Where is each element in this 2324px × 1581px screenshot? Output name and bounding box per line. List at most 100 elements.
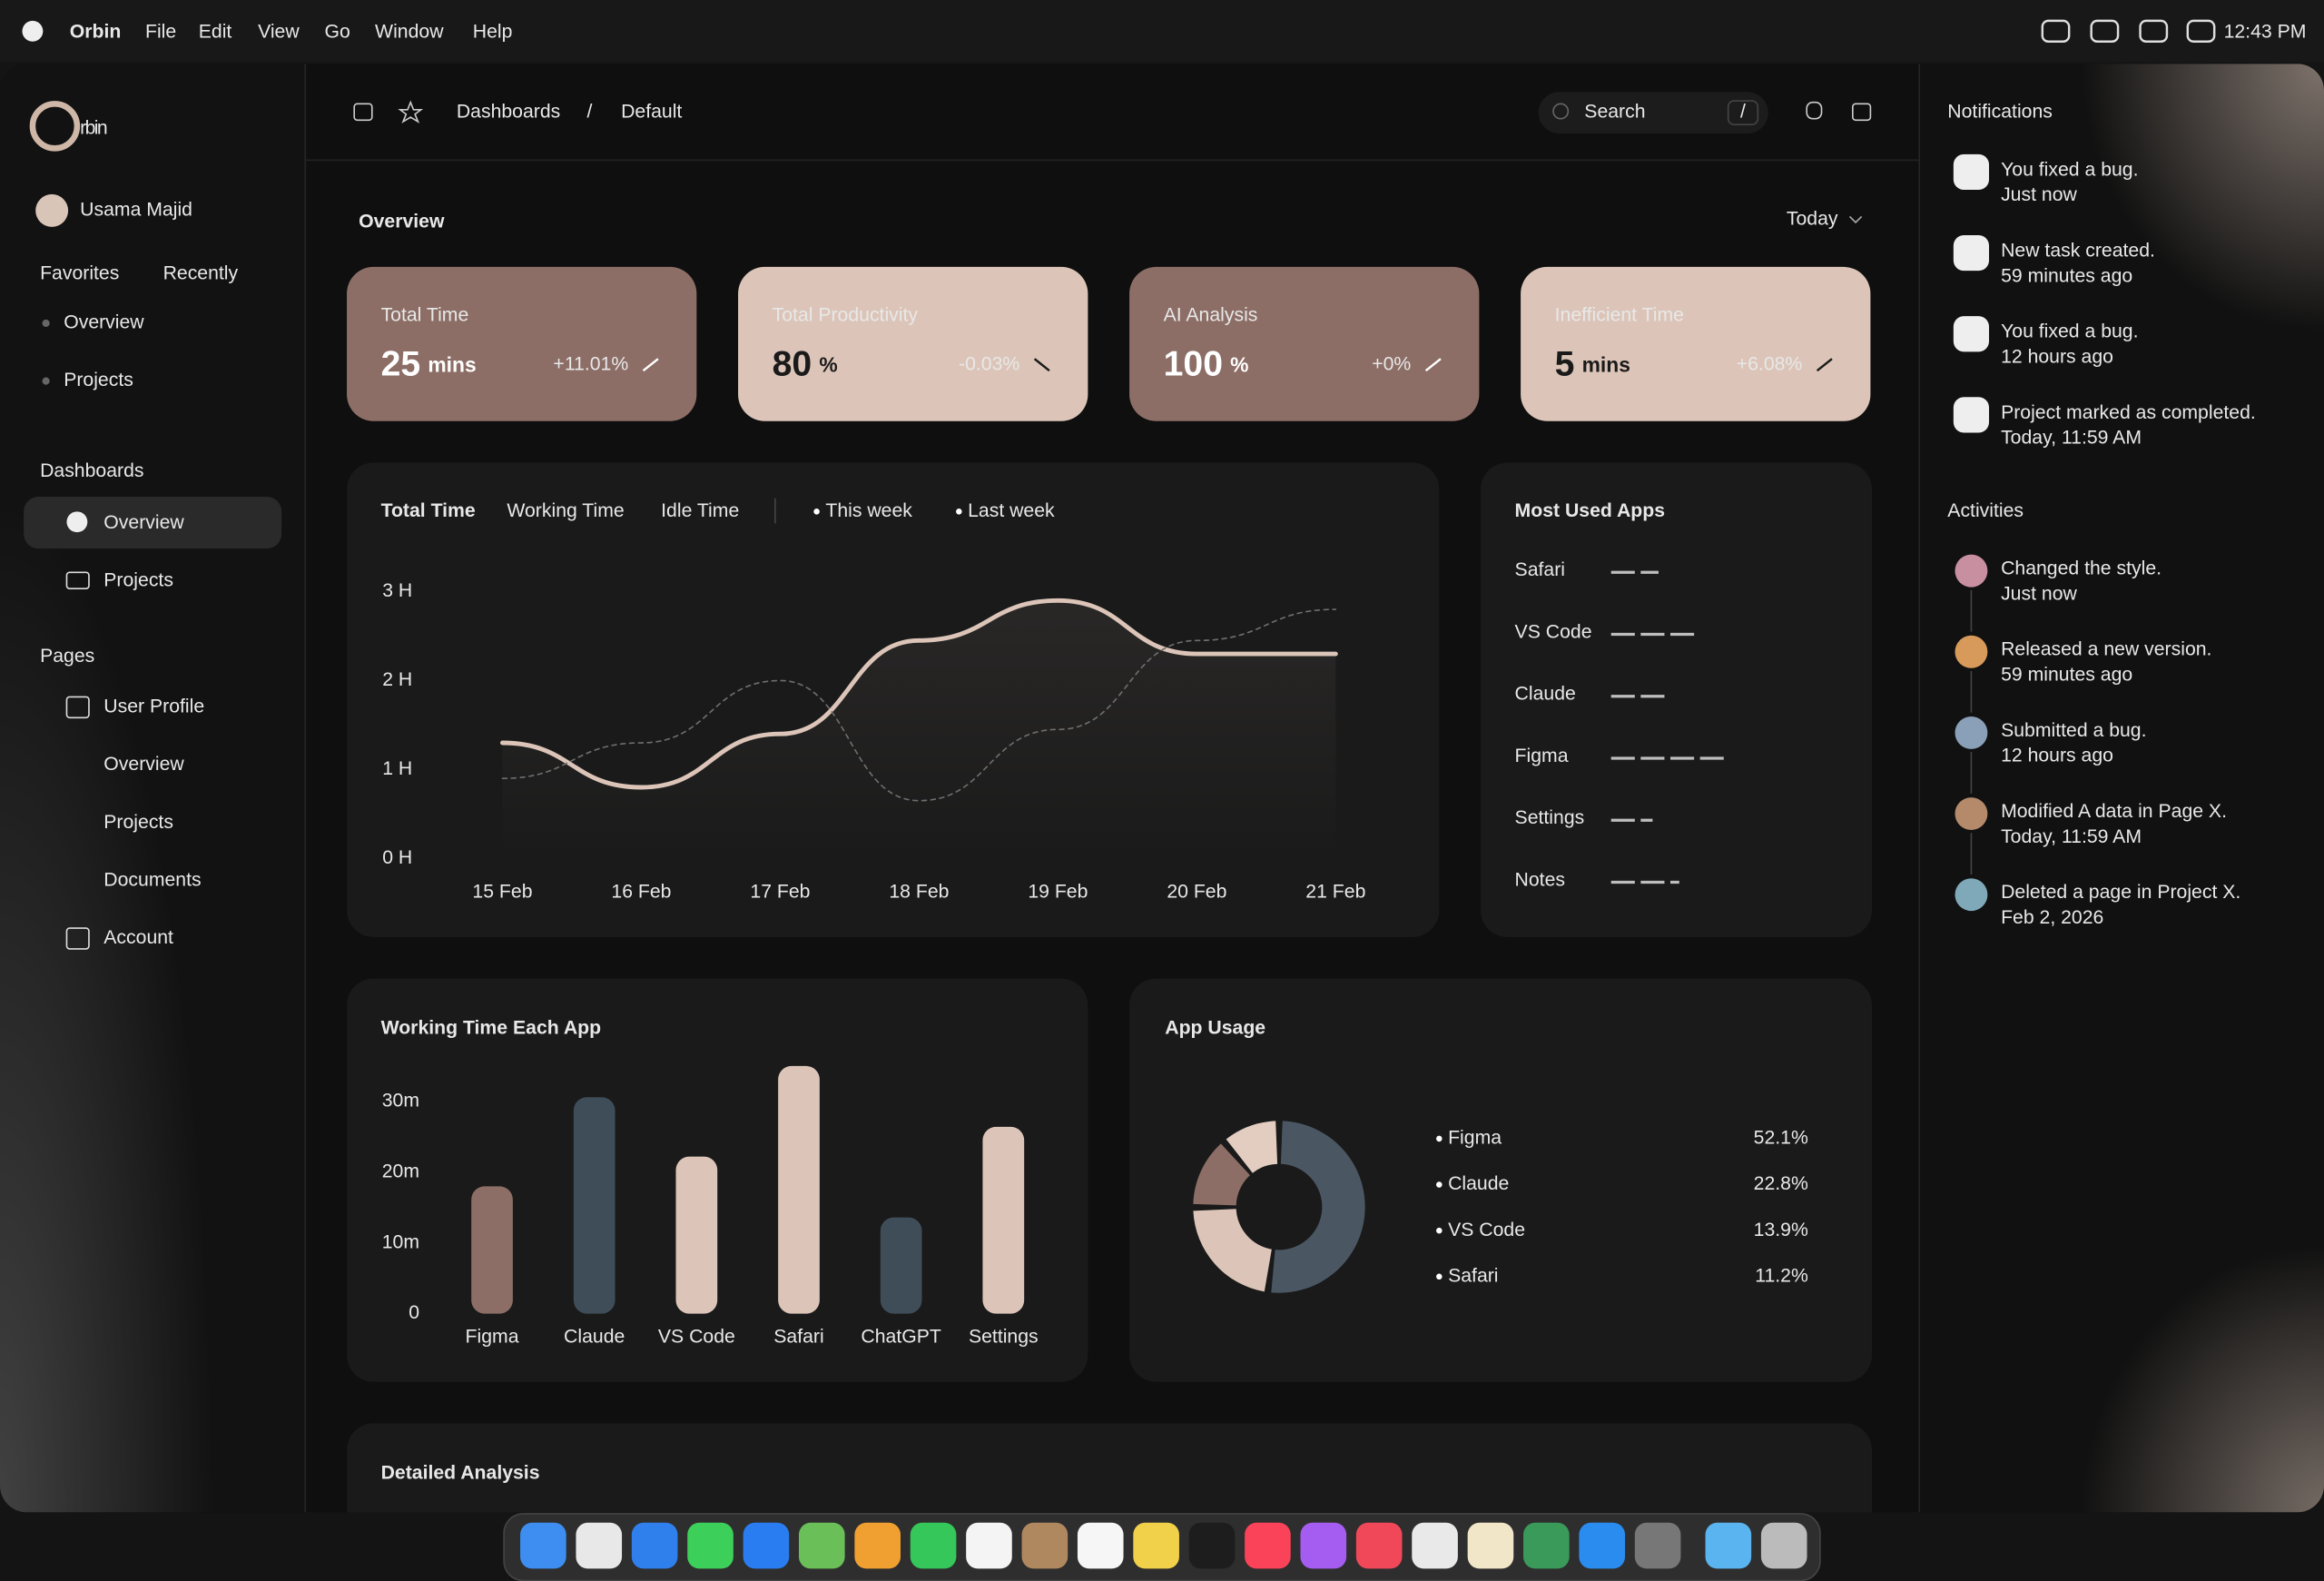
notif-time: 59 minutes ago — [2001, 265, 2132, 286]
bar — [982, 1126, 1025, 1314]
activity-time: Today, 11:59 AM — [2001, 826, 2142, 847]
tab[interactable]: Favorites — [40, 263, 119, 284]
sidebar-toggle[interactable] — [353, 103, 373, 122]
nav-item[interactable]: Overview — [103, 512, 184, 533]
app-name[interactable]: Orbin — [70, 22, 122, 43]
dock-icon[interactable] — [1245, 1522, 1291, 1569]
dock-icon[interactable] — [966, 1522, 1012, 1569]
x-tick-label: 17 Feb — [750, 882, 810, 903]
dock-icon[interactable] — [910, 1522, 957, 1569]
dock-icon[interactable] — [1523, 1522, 1570, 1569]
user-icon[interactable] — [2090, 19, 2120, 43]
donut-slice — [1193, 1209, 1272, 1292]
notif-icon — [1953, 316, 1990, 352]
chart-tab[interactable]: Idle Time — [661, 500, 739, 521]
dock-icon[interactable] — [799, 1522, 845, 1569]
dock-icon[interactable] — [1355, 1522, 1403, 1569]
star-icon[interactable] — [398, 100, 424, 124]
dock-icon[interactable] — [1579, 1522, 1626, 1569]
chart-tab[interactable]: Total Time — [381, 500, 476, 521]
dock-icon[interactable] — [1634, 1522, 1681, 1569]
search-box[interactable] — [1538, 92, 1768, 133]
user-name[interactable]: Usama Majid — [80, 199, 192, 220]
activity-text[interactable]: Deleted a page in Project X. — [2001, 882, 2240, 903]
activity-text[interactable]: Submitted a bug. — [2001, 720, 2146, 741]
activity-text[interactable]: Released a new version. — [2001, 639, 2211, 660]
line — [500, 598, 1338, 790]
notif-text[interactable]: You fixed a bug. — [2001, 159, 2138, 180]
dock-icon[interactable] — [631, 1522, 678, 1569]
nav-item[interactable]: User Profile — [103, 696, 204, 716]
notif-text[interactable]: Project marked as completed. — [2001, 402, 2256, 423]
dock-icon[interactable] — [576, 1522, 623, 1569]
card-change: +6.08% — [1737, 353, 1803, 374]
activity-time: 12 hours ago — [2001, 746, 2113, 766]
control-center[interactable] — [2186, 19, 2216, 43]
card-title: Total Productivity — [773, 304, 919, 325]
section-title: Overview — [359, 212, 445, 232]
dock-icon[interactable] — [1133, 1522, 1179, 1569]
activity-time: 59 minutes ago — [2001, 664, 2132, 685]
dock-icon[interactable] — [1760, 1522, 1807, 1569]
unit: % — [819, 352, 837, 376]
chart-tab[interactable]: Working Time — [507, 500, 624, 521]
dock-icon[interactable] — [1021, 1522, 1068, 1569]
menu-item[interactable]: Go — [325, 22, 350, 43]
panel-title: App Usage — [1165, 1018, 1265, 1039]
panel-toggle[interactable] — [1851, 103, 1872, 122]
nav-item[interactable]: Projects — [64, 370, 133, 390]
nav-item[interactable]: Overview — [64, 312, 144, 333]
trend-icon — [1033, 358, 1050, 372]
avatar — [1955, 716, 1988, 749]
nav-item[interactable]: Documents — [103, 869, 201, 890]
section-title: Pages — [40, 646, 94, 667]
nav-item[interactable]: Overview — [103, 754, 184, 775]
battery-icon[interactable] — [2139, 19, 2169, 43]
value: 80 — [773, 345, 812, 384]
search-icon — [1552, 103, 1570, 120]
dock-icon[interactable] — [687, 1522, 734, 1569]
trend-icon — [1424, 358, 1442, 372]
apple-icon — [22, 20, 44, 42]
bell-icon[interactable] — [1806, 101, 1823, 120]
period-select[interactable]: Today — [1787, 208, 1838, 229]
nav-item[interactable]: Projects — [103, 812, 173, 833]
menu-item[interactable]: Window — [375, 22, 444, 43]
nav-item[interactable]: Account — [103, 927, 173, 948]
dock-icon[interactable] — [854, 1522, 901, 1569]
card-value: 25 mins — [381, 345, 477, 384]
breadcrumb[interactable]: Dashboards — [457, 102, 560, 123]
dock-icon[interactable] — [520, 1522, 566, 1569]
tab[interactable]: Recently — [163, 263, 239, 284]
y-tick-label: 2 H — [382, 669, 412, 690]
card-title: Inefficient Time — [1555, 304, 1684, 325]
notif-text[interactable]: You fixed a bug. — [2001, 321, 2138, 342]
menu-item[interactable]: View — [258, 22, 300, 43]
menu-item[interactable]: File — [145, 22, 176, 43]
donut-slice — [1271, 1121, 1365, 1293]
clock: 12:43 PM — [2224, 22, 2307, 43]
dock-icon[interactable] — [743, 1522, 790, 1569]
activity-text[interactable]: Modified A data in Page X. — [2001, 801, 2227, 822]
menu-item[interactable]: Help — [473, 22, 513, 43]
card-change: +0% — [1372, 353, 1411, 374]
y-tick-label: 30m — [382, 1090, 419, 1111]
dock-icon[interactable] — [1705, 1522, 1752, 1569]
x-tick-label: Settings — [969, 1326, 1039, 1347]
activity-text[interactable]: Changed the style. — [2001, 558, 2162, 579]
menu-item[interactable]: Edit — [199, 22, 232, 43]
dock-icon[interactable] — [1077, 1522, 1124, 1569]
mute-icon[interactable] — [2041, 19, 2071, 43]
legend-label: Figma — [1448, 1128, 1502, 1149]
dock-icon[interactable] — [1188, 1522, 1236, 1569]
notif-text[interactable]: New task created. — [2001, 241, 2155, 262]
panel — [347, 1423, 1873, 1513]
dock-icon[interactable] — [1300, 1522, 1347, 1569]
avatar — [1955, 635, 1988, 668]
bar — [880, 1217, 922, 1314]
dock-icon[interactable] — [1467, 1522, 1514, 1569]
nav-item[interactable]: Projects — [103, 570, 173, 591]
card-value: 100% — [1164, 345, 1249, 384]
x-tick-label: Safari — [773, 1326, 823, 1347]
dock-icon[interactable] — [1412, 1522, 1458, 1569]
